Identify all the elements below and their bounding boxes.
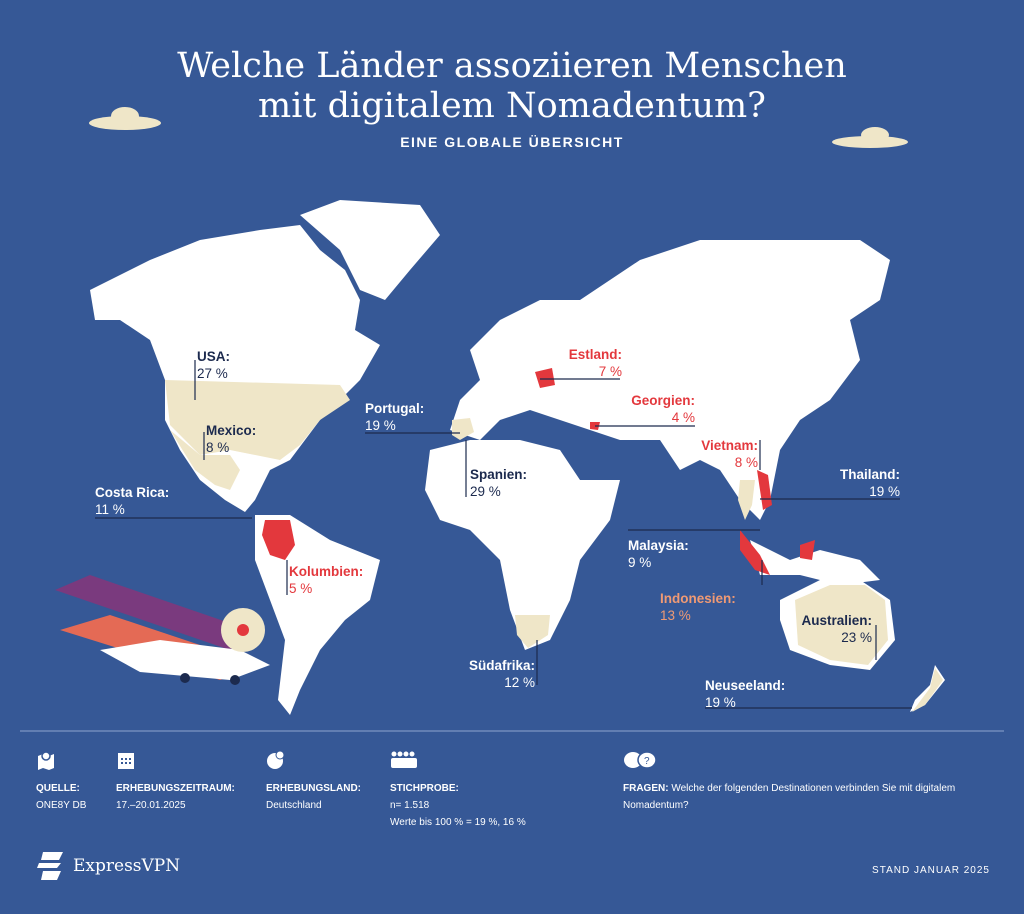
mexico-shape bbox=[170, 430, 240, 490]
label-neuseeland: Neuseeland: 19 % bbox=[705, 678, 786, 710]
estonia-shape bbox=[535, 368, 555, 388]
subtitle: EINE GLOBALE ÜBERSICHT bbox=[400, 134, 624, 150]
leader-lines bbox=[95, 360, 912, 709]
colombia-shape bbox=[262, 520, 295, 560]
new-zealand-shape bbox=[912, 668, 943, 712]
north-america bbox=[90, 225, 380, 512]
land bbox=[90, 200, 945, 715]
expressvpn-logo-icon bbox=[37, 852, 63, 880]
label-malaysia: Malaysia: 9 % bbox=[628, 538, 689, 570]
label-vietnam: Vietnam: 8 % bbox=[701, 438, 758, 470]
highlighted-countries bbox=[165, 368, 943, 712]
thailand-shape bbox=[738, 480, 755, 520]
map-pin-icon bbox=[38, 751, 54, 770]
date-stamp: STAND JANUAR 2025 bbox=[872, 865, 990, 876]
clouds bbox=[89, 107, 908, 148]
chat-question-icon: ? bbox=[624, 751, 657, 769]
period-info: ERHEBUNGSZEITRAUM: 17.–20.01.2025 bbox=[116, 783, 235, 811]
calendar-icon bbox=[118, 753, 134, 769]
expressvpn-logo: ExpressVPN bbox=[37, 852, 180, 880]
source-info: QUELLE: ONE8Y DB bbox=[36, 783, 87, 811]
australia-shape bbox=[795, 585, 888, 665]
country-info: ERHEBUNGSLAND: Deutschland bbox=[266, 783, 361, 811]
greenland bbox=[300, 200, 440, 300]
globe-pin-icon bbox=[267, 750, 285, 769]
label-estland: Estland: 7 % bbox=[568, 347, 622, 379]
people-icon bbox=[391, 751, 417, 768]
page-title: Welche Länder assoziieren Menschen mit di… bbox=[177, 46, 847, 126]
indonesia-shape bbox=[740, 530, 815, 575]
eurasia bbox=[450, 240, 890, 520]
usa-shape bbox=[165, 380, 350, 460]
south-america bbox=[255, 515, 380, 715]
vietnam-shape bbox=[757, 470, 772, 510]
new-zealand bbox=[910, 665, 945, 712]
indonesia-islands bbox=[750, 540, 880, 585]
label-spanien: Spanien: 29 % bbox=[470, 467, 528, 499]
africa bbox=[425, 440, 620, 650]
label-mexico: Mexico: 8 % bbox=[206, 423, 257, 455]
label-kolumbien: Kolumbien: 5 % bbox=[289, 564, 364, 596]
spain-portugal-shape bbox=[452, 418, 474, 440]
label-portugal: Portugal: 19 % bbox=[365, 401, 425, 433]
label-georgien: Georgien: 4 % bbox=[631, 393, 695, 425]
airplane bbox=[55, 575, 270, 685]
label-australien: Australien: 23 % bbox=[801, 613, 872, 645]
sample-info: STICHPROBE: n= 1.518 Werte bis 100 % = 19 … bbox=[390, 783, 526, 828]
label-costa-rica: Costa Rica: 11 % bbox=[95, 485, 170, 517]
label-usa: USA: 27 % bbox=[197, 349, 230, 381]
label-suedafrika: Südafrika: 12 % bbox=[468, 658, 535, 690]
label-indonesien: Indonesien: 13 % bbox=[660, 591, 736, 623]
south-africa-shape bbox=[515, 615, 550, 648]
label-thailand: Thailand: 19 % bbox=[840, 467, 900, 499]
question-info: FRAGEN: Welche der folgenden Destination… bbox=[623, 783, 956, 811]
svg-text:?: ? bbox=[644, 756, 650, 767]
